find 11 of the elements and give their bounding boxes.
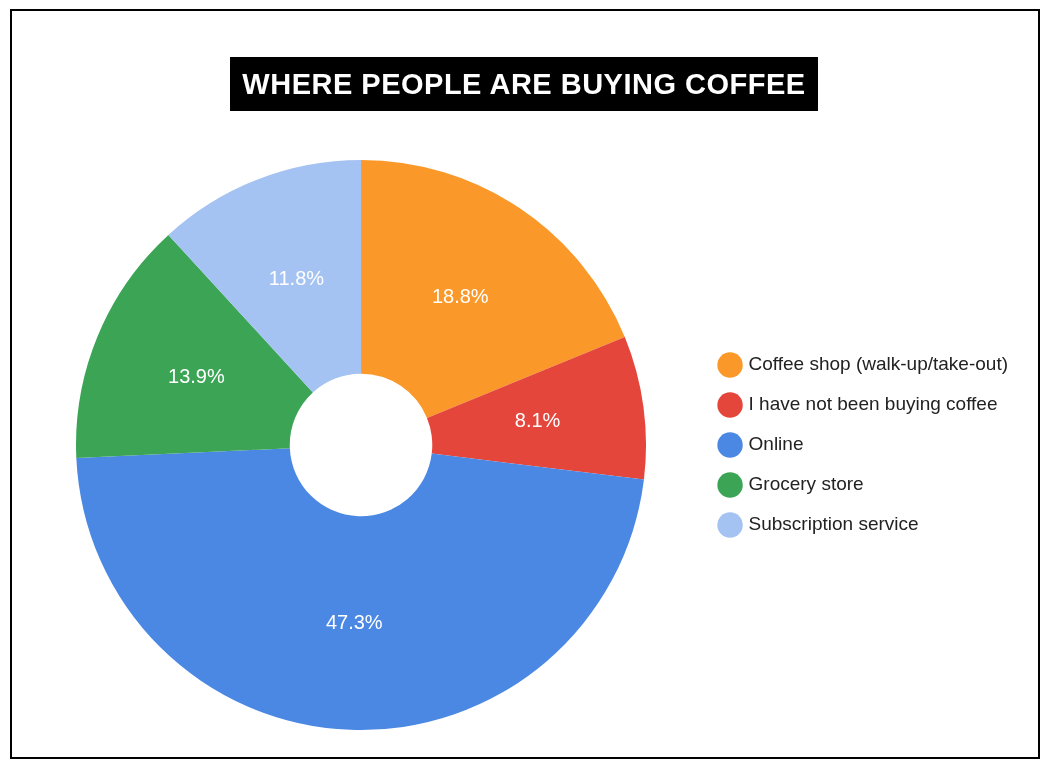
data-label: 13.9% (168, 364, 225, 387)
legend-label: Subscription service (748, 513, 919, 535)
chart-title: WHERE PEOPLE ARE BUYING COFFEE (230, 57, 818, 111)
legend-label: Online (748, 433, 804, 455)
data-label: 18.8% (431, 284, 489, 307)
data-label: 47.3% (325, 610, 383, 633)
data-label: 11.8% (268, 266, 325, 289)
legend-label: I have not been buying coffee (748, 393, 998, 415)
legend-label: Coffee shop (walk-up/take-out) (748, 353, 1008, 375)
data-label: 8.1% (514, 408, 561, 431)
legend-label: Grocery store (748, 473, 864, 495)
